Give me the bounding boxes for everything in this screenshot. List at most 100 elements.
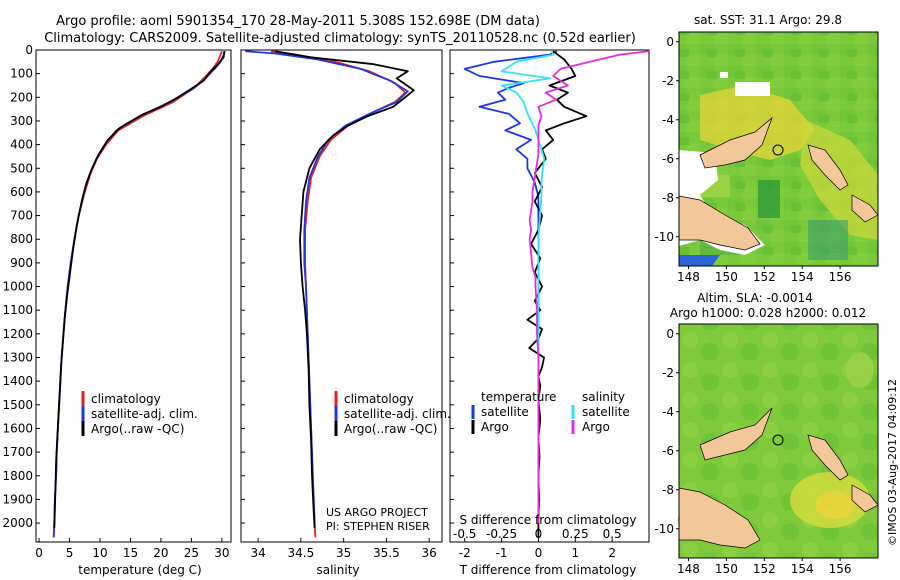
sst-argo-location-marker	[772, 144, 784, 156]
map-lon-label: 150	[715, 562, 738, 576]
map-lat-label: -10	[654, 522, 674, 536]
temp-xtick-label: 0	[35, 546, 43, 560]
temp-xtick-label: 20	[153, 546, 168, 560]
t-diff-xtick-label: -2	[459, 546, 471, 560]
map-lat-label: -2	[662, 366, 674, 380]
map-lon-label: 148	[677, 562, 700, 576]
temp-xtick-label: 5	[66, 546, 74, 560]
difference-series	[463, 50, 650, 538]
imos-watermark: ©IMOS 03-Aug-2017 04:09:12	[886, 379, 899, 546]
depth-tick-label: 1200	[2, 327, 33, 341]
depth-tick-label: 1900	[2, 492, 33, 506]
temperature-legend-satellite: satellite-adj. clim.	[91, 407, 198, 421]
sla-map-title-1: Altim. SLA: -0.0014	[697, 291, 813, 305]
map-lat-label: -6	[662, 152, 674, 166]
difference-legend: temperature satellite Argo salinity sate…	[471, 390, 630, 434]
temp-xtick-label: 30	[214, 546, 229, 560]
credit-line-1: US ARGO PROJECT	[326, 506, 428, 519]
map-lon-label: 152	[753, 562, 776, 576]
diff-legend-s-argo: Argo	[582, 420, 610, 434]
map-lat-label: -8	[662, 483, 674, 497]
map-lat-label: -2	[662, 74, 674, 88]
sst-map-frame	[678, 31, 879, 267]
sla-map-title-2: Argo h1000: 0.028 h2000: 0.012	[670, 306, 866, 320]
series-satellite-adj-clim-	[52, 50, 226, 538]
salinity-panel: 34 34.5 35 35.5 36 climatology satellite-adj…	[240, 49, 451, 577]
map-lon-label: 152	[753, 270, 776, 284]
series-argo-raw-qc-	[275, 50, 415, 528]
map-lat-label: -4	[662, 405, 674, 419]
map-lon-label: 150	[715, 270, 738, 284]
depth-tick-label: 600	[10, 185, 33, 199]
sal-xtick-label: 35.5	[373, 546, 400, 560]
salinity-legend-climatology: climatology	[344, 392, 414, 406]
temperature-axes-frame	[35, 49, 232, 543]
depth-tick-label: 1800	[2, 469, 33, 483]
map-lat-label: -6	[662, 444, 674, 458]
s-diff-xtick-label: -0.5	[453, 527, 476, 541]
depth-tick-label: 0	[25, 43, 33, 57]
temperature-series	[52, 50, 226, 538]
diff-legend-s-satellite: satellite	[582, 405, 630, 419]
depth-tick-label: 300	[10, 114, 33, 128]
series-argo-raw-qc-	[53, 51, 226, 528]
series-satellite-adj-clim-	[245, 50, 409, 524]
diff-legend-salinity-title: salinity	[582, 390, 625, 404]
salinity-legend-argo: Argo(..raw -QC)	[344, 422, 437, 436]
map-lon-label: 156	[829, 562, 852, 576]
map-lon-label: 156	[829, 270, 852, 284]
series-t-satellite	[463, 50, 558, 524]
s-difference-label: S difference from climatology	[460, 513, 637, 527]
depth-tick-label: 1600	[2, 421, 33, 435]
map-lat-label: -4	[662, 113, 674, 127]
salinity-ticks: 34 34.5 35 35.5 36	[241, 49, 437, 560]
temperature-legend-argo: Argo(..raw -QC)	[91, 422, 184, 436]
series-s-satellite	[500, 50, 555, 524]
depth-tick-label: 1400	[2, 374, 33, 388]
header-line-1: Argo profile: aoml 5901354_170 28-May-20…	[56, 14, 540, 29]
temperature-legend: climatology satellite-adj. clim. Argo(..…	[81, 391, 198, 436]
sst-map-field	[678, 32, 879, 266]
depth-tick-label: 1700	[2, 445, 33, 459]
sst-map-ticks: 148 150 152 154 156 0 -2 -4 -6 -8 -10	[654, 35, 851, 284]
sla-map-field	[678, 324, 879, 558]
depth-tick-label: 1100	[2, 303, 33, 317]
diff-legend-temperature-title: temperature	[481, 390, 556, 404]
sst-map-title: sat. SST: 31.1 Argo: 29.8	[694, 13, 842, 27]
t-diff-xtick-label: 2	[608, 546, 616, 560]
depth-tick-label: 1300	[2, 351, 33, 365]
salinity-legend-satellite: satellite-adj. clim.	[344, 407, 451, 421]
difference-axes-frame	[449, 49, 650, 543]
difference-panel: -2 -1 0 1 2-0.5 -0.25 0 0.25 0.5 temperature sat…	[449, 49, 650, 577]
depth-tick-label: 1500	[2, 398, 33, 412]
sal-xtick-label: 36	[422, 546, 437, 560]
t-diff-xtick-label: -1	[496, 546, 508, 560]
s-diff-xtick-label: 0.5	[603, 527, 622, 541]
t-difference-label: T difference from climatology	[459, 563, 637, 577]
depth-tick-label: 2000	[2, 516, 33, 530]
s-diff-xtick-label: -0.25	[486, 527, 517, 541]
depth-tick-label: 200	[10, 90, 33, 104]
depth-tick-label: 900	[10, 256, 33, 270]
salinity-xlabel: salinity	[316, 563, 359, 577]
t-diff-xtick-label: 0	[535, 546, 543, 560]
map-lon-label: 154	[791, 562, 814, 576]
temperature-panel: 0100200300400500600700800900100011001200…	[2, 43, 232, 577]
depth-tick-label: 800	[10, 232, 33, 246]
sla-map-ticks: 148 150 152 154 156 0 -2 -4 -6 -8 -10	[654, 327, 851, 576]
map-lon-label: 154	[791, 270, 814, 284]
map-lat-label: -10	[654, 230, 674, 244]
temperature-xlabel: temperature (deg C)	[78, 563, 201, 577]
diff-legend-t-satellite: satellite	[481, 405, 529, 419]
depth-tick-label: 700	[10, 209, 33, 223]
depth-tick-label: 100	[10, 67, 33, 81]
temp-xtick-label: 25	[184, 546, 199, 560]
sla-map-frame	[678, 323, 879, 559]
difference-ticks: -2 -1 0 1 2-0.5 -0.25 0 0.25 0.5	[450, 49, 622, 560]
sal-xtick-label: 34.5	[288, 546, 315, 560]
map-lat-label: 0	[666, 35, 674, 49]
s-diff-xtick-label: 0.25	[562, 527, 589, 541]
series-climatology	[52, 50, 223, 538]
salinity-legend: climatology satellite-adj. clim. Argo(..…	[334, 391, 451, 436]
